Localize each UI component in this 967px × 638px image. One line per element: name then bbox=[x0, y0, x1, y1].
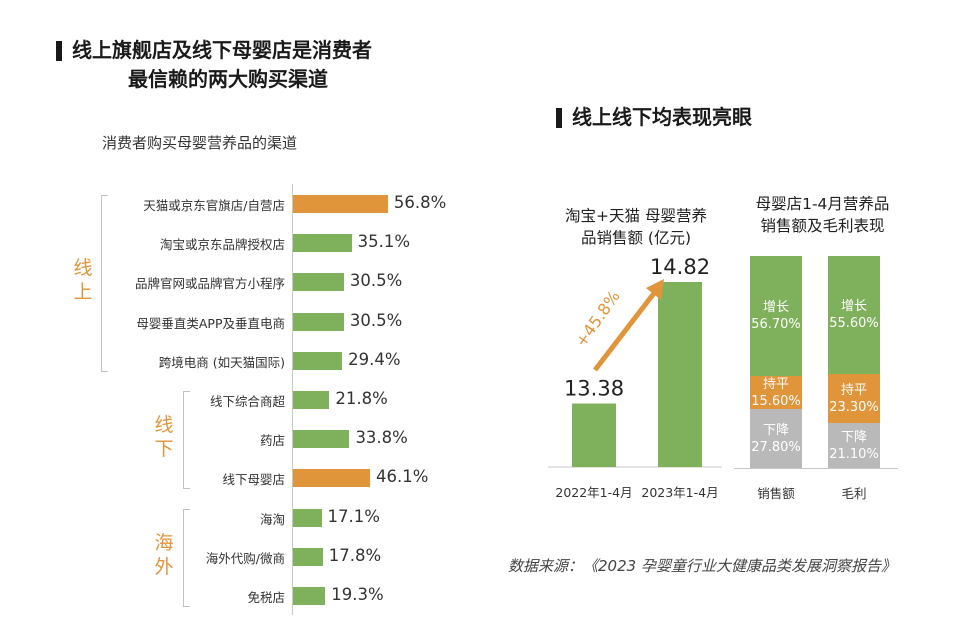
sales-value-label: 13.38 bbox=[564, 377, 624, 401]
channel-label: 品牌官网或品牌官方小程序 bbox=[134, 276, 285, 292]
left-title-line2: 最信赖的两大购买渠道 bbox=[128, 67, 328, 91]
channel-bar bbox=[293, 273, 344, 292]
sales-chart-title-line2: 品销售额 (亿元) bbox=[580, 229, 692, 247]
channel-label: 药店 bbox=[259, 433, 285, 449]
group-label: 海外 bbox=[152, 531, 176, 579]
stack-segment-value: 21.10% bbox=[829, 446, 879, 462]
group-label-char: 上 bbox=[73, 281, 93, 304]
channel-value-label: 30.5% bbox=[349, 310, 403, 330]
channel-label: 线下母婴店 bbox=[222, 472, 285, 488]
channel-label: 免税店 bbox=[247, 590, 285, 605]
left-title-line1: 线上旗舰店及线下母婴店是消费者 bbox=[72, 38, 372, 62]
sales-category-label: 2023年1-4月 bbox=[641, 485, 718, 500]
group-label: 线下 bbox=[152, 413, 176, 461]
channel-value-label: 33.8% bbox=[355, 428, 408, 448]
channel-label: 跨境电商 (如天猫国际) bbox=[158, 354, 285, 370]
group-label-char: 海 bbox=[154, 531, 174, 554]
stack-segment-value: 27.80% bbox=[751, 439, 801, 455]
channel-bar bbox=[293, 587, 326, 605]
stack-chart-title: 母婴店1-4月营养品 销售额及毛利表现 bbox=[740, 193, 905, 237]
stack-segment-name: 持平 bbox=[840, 382, 867, 398]
stack-segment-value: 55.60% bbox=[829, 315, 879, 331]
channel-value-label: 46.1% bbox=[375, 467, 429, 487]
right-title: 线上线下均表现亮眼 bbox=[572, 105, 752, 129]
stack-segment-name: 下降 bbox=[762, 422, 789, 438]
channel-bar bbox=[293, 234, 352, 253]
growth-arrow bbox=[593, 286, 660, 372]
stack-segment-name: 增长 bbox=[840, 298, 867, 314]
channel-chart-axis bbox=[292, 184, 293, 615]
stack-chart-title-line1: 母婴店1-4月营养品 bbox=[755, 195, 890, 213]
sales-chart-title: 淘宝+天猫 母婴营养 品销售额 (亿元) bbox=[546, 205, 726, 249]
channel-bar bbox=[293, 430, 350, 449]
right-title-marker bbox=[556, 108, 562, 128]
channel-bar bbox=[293, 469, 370, 488]
channel-label: 母婴垂直类APP及垂直电商 bbox=[136, 315, 285, 331]
stack-segment-name: 持平 bbox=[762, 376, 789, 392]
stack-segment: 持平 15.60% bbox=[750, 376, 802, 410]
sales-bar bbox=[572, 403, 616, 467]
group-label-char: 线 bbox=[154, 414, 174, 437]
channel-value-label: 56.8% bbox=[393, 193, 447, 212]
stack-segment: 增长 55.60% bbox=[828, 256, 880, 374]
group-label-char: 线 bbox=[73, 257, 93, 280]
group-bracket bbox=[183, 508, 190, 607]
channel-bar bbox=[293, 351, 343, 370]
sales-bar bbox=[658, 282, 702, 467]
sales-chart-title-line1: 淘宝+天猫 母婴营养 bbox=[565, 207, 707, 225]
group-label-char: 外 bbox=[154, 555, 174, 578]
stack-segment-value: 23.30% bbox=[829, 399, 879, 415]
group-label-char: 下 bbox=[154, 438, 174, 461]
channel-value-label: 21.8% bbox=[335, 389, 388, 408]
stack-axis bbox=[734, 468, 898, 469]
channel-bar bbox=[293, 508, 322, 527]
sales-category-label: 2022年1-4月 bbox=[555, 485, 632, 500]
stack-segment: 增长 56.70% bbox=[750, 256, 802, 377]
group-label: 线上 bbox=[71, 256, 95, 304]
channel-bar bbox=[293, 391, 330, 409]
channel-label: 淘宝或京东品牌授权店 bbox=[159, 237, 285, 253]
stack-segment-name: 下降 bbox=[840, 429, 867, 445]
channel-bar bbox=[293, 547, 323, 566]
stack-segment: 下降 27.80% bbox=[750, 409, 802, 469]
channel-label: 海淘 bbox=[259, 511, 285, 527]
stack-chart-title-line2: 销售额及毛利表现 bbox=[760, 217, 885, 235]
stack-segment: 持平 23.30% bbox=[828, 373, 880, 424]
stack-segment-value: 56.70% bbox=[751, 317, 801, 333]
stack-category-label: 销售额 bbox=[757, 486, 795, 501]
channel-value-label: 30.5% bbox=[349, 271, 403, 291]
channel-label: 海外代购/微商 bbox=[205, 550, 285, 566]
data-source: 数据来源：《2023 孕婴童行业大健康品类发展洞察报告》 bbox=[508, 557, 896, 575]
channel-bar bbox=[293, 312, 344, 331]
stack-category-label: 毛利 bbox=[841, 486, 867, 501]
channel-value-label: 35.1% bbox=[357, 232, 411, 252]
channel-chart-title: 消费者购买母婴营养品的渠道 bbox=[102, 134, 298, 152]
channel-label: 天猫或京东官旗店/自营店 bbox=[143, 198, 285, 213]
channel-label: 线下综合商超 bbox=[209, 394, 285, 409]
stack-segment: 下降 21.10% bbox=[828, 423, 880, 468]
growth-arrow-head bbox=[646, 279, 664, 300]
group-bracket bbox=[183, 391, 190, 490]
sales-value-label: 14.82 bbox=[650, 255, 710, 279]
stack-chart: 增长 56.70% 持平 15.60% 下降 27.80% 销售额 增长 55.60% 持平 23.… bbox=[730, 240, 910, 510]
group-bracket bbox=[101, 195, 108, 372]
channel-value-label: 19.3% bbox=[331, 585, 384, 604]
channel-value-label: 17.1% bbox=[327, 506, 380, 526]
left-title-marker bbox=[56, 41, 62, 61]
channel-value-label: 17.8% bbox=[328, 545, 382, 565]
channel-bar bbox=[293, 195, 388, 213]
stack-segment-name: 增长 bbox=[762, 300, 789, 316]
stack-segment-value: 15.60% bbox=[751, 393, 801, 409]
channel-value-label: 29.4% bbox=[348, 349, 401, 369]
